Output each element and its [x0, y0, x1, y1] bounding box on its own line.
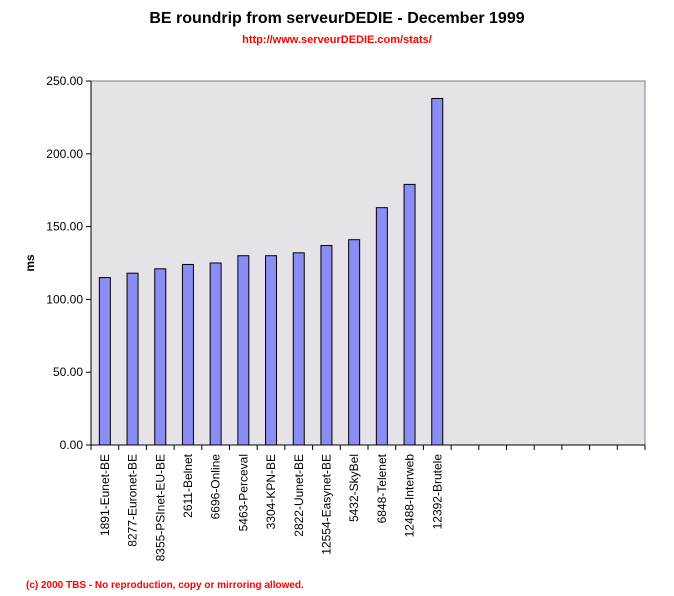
bar [265, 255, 278, 446]
y-tick-label: 150.00 [46, 220, 83, 234]
x-category-label: 2822-Uunet-BE [292, 454, 306, 537]
plot-background [90, 80, 646, 446]
bar [181, 263, 194, 446]
y-tick-label: 250.00 [46, 74, 83, 88]
x-category-label: 8277-Euronet-BE [126, 454, 140, 547]
chart-title: BE roundrip from serveurDEDIE - December… [149, 10, 525, 27]
bar [154, 268, 167, 446]
plot-area: 0.00 50.00 100.00 150.00 200.00 250.00 ms 1891-… [23, 74, 646, 561]
bar [403, 183, 416, 446]
y-axis-label: ms [23, 254, 37, 272]
x-category-label: 2611-Belnet [181, 453, 195, 517]
bar [292, 252, 305, 446]
bar [348, 239, 361, 446]
x-category-label: 6848-Telenet [375, 453, 389, 523]
bar [320, 245, 333, 446]
bar [126, 272, 139, 446]
x-category-label: 12392-Brutele [430, 454, 444, 530]
x-category-label: 8355-PSInet-EU-BE [153, 454, 167, 561]
bar [237, 255, 250, 446]
bar [209, 262, 222, 446]
copyright-footer: (c) 2000 TBS - No reproduction, copy or … [26, 580, 304, 591]
y-tick-label: 200.00 [46, 147, 83, 161]
x-category-label: 12554-Easynet-BE [319, 454, 333, 555]
x-category-label: 6696-Online [209, 454, 223, 520]
x-category-label: 12488-Interweb [403, 454, 417, 538]
y-tick-label: 100.00 [46, 292, 83, 306]
y-tick-label: 0.00 [60, 438, 84, 452]
x-category-label: 5463-Perceval [236, 454, 250, 531]
bar [375, 207, 388, 446]
bar [431, 97, 444, 446]
bar [98, 277, 111, 446]
chart-subtitle-link[interactable]: http://www.serveurDEDIE.com/stats/ [242, 34, 432, 46]
x-category-label: 3304-KPN-BE [264, 454, 278, 529]
x-category-label: 1891-Eunet-BE [98, 454, 112, 536]
x-category-label: 5432-SkyBel [347, 454, 361, 522]
y-tick-label: 50.00 [53, 365, 83, 379]
